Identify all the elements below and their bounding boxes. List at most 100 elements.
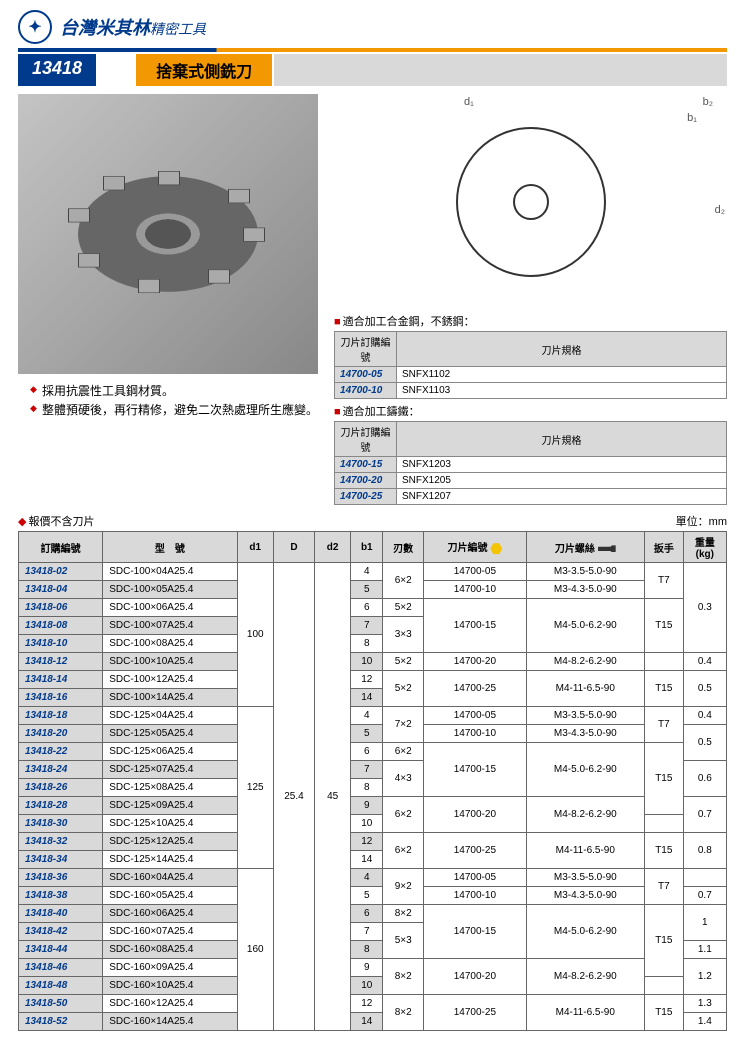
weight-cell: 0.8 xyxy=(683,833,726,869)
model: SDC-160×05A25.4 xyxy=(103,887,237,905)
insert-cell: 14700-20 xyxy=(424,653,526,671)
header: ✦ 台灣米其林精密工具 xyxy=(18,10,727,44)
weight-cell: 0.4 xyxy=(683,707,726,725)
b1-cell: 4 xyxy=(351,707,383,725)
wrench-cell: T15 xyxy=(644,599,683,653)
model: SDC-125×09A25.4 xyxy=(103,797,237,815)
screw-cell: M3-4.3-5.0-90 xyxy=(526,887,644,905)
model: SDC-100×14A25.4 xyxy=(103,689,237,707)
model: SDC-160×10A25.4 xyxy=(103,977,237,995)
insert-cell: 14700-05 xyxy=(424,869,526,887)
b1-cell: 12 xyxy=(351,671,383,689)
company-main: 台灣米其林 xyxy=(60,18,150,38)
screw-cell: M3-3.5-5.0-90 xyxy=(526,707,644,725)
b1-cell: 14 xyxy=(351,1013,383,1031)
title-bar: 13418 捨棄式側銑刀 xyxy=(18,48,727,86)
b1-cell: 6 xyxy=(351,599,383,617)
screw-cell: M3-4.3-5.0-90 xyxy=(526,725,644,743)
product-title: 捨棄式側銑刀 xyxy=(136,54,272,86)
model: SDC-125×08A25.4 xyxy=(103,779,237,797)
teeth-cell: 5×2 xyxy=(383,671,424,707)
bullet-1: 採用抗震性工具鋼材質。 xyxy=(42,384,174,398)
model: SDC-125×14A25.4 xyxy=(103,851,237,869)
teeth-cell: 7×2 xyxy=(383,707,424,743)
screw-cell: M4-8.2-6.2-90 xyxy=(526,797,644,833)
insert-code: 14700-15 xyxy=(335,457,397,473)
b1-cell: 8 xyxy=(351,941,383,959)
b1-cell: 5 xyxy=(351,887,383,905)
teeth-cell: 8×2 xyxy=(383,959,424,995)
company-sub: 精密工具 xyxy=(150,21,206,37)
insert-cell: 14700-15 xyxy=(424,905,526,959)
insert-spec: SNFX1102 xyxy=(397,367,727,383)
order-number: 13418-12 xyxy=(19,653,103,671)
model: SDC-160×14A25.4 xyxy=(103,1013,237,1031)
unit-label: 單位：mm xyxy=(676,513,727,529)
order-number: 13418-34 xyxy=(19,851,103,869)
teeth-cell: 5×3 xyxy=(383,923,424,959)
b1-cell: 12 xyxy=(351,995,383,1013)
logo-icon: ✦ xyxy=(18,10,52,44)
order-number: 13418-22 xyxy=(19,743,103,761)
teeth-cell: 6×2 xyxy=(383,797,424,833)
wrench-cell: T15 xyxy=(644,833,683,869)
insert-cell: 14700-20 xyxy=(424,797,526,833)
screw-cell: M4-8.2-6.2-90 xyxy=(526,653,644,671)
teeth-cell: 8×2 xyxy=(383,995,424,1031)
wrench-cell xyxy=(644,815,683,833)
th-code: 刀片訂購編號 xyxy=(335,422,397,457)
b1-cell: 4 xyxy=(351,563,383,581)
teeth-cell: 5×2 xyxy=(383,599,424,617)
model: SDC-100×10A25.4 xyxy=(103,653,237,671)
wrench-cell: T15 xyxy=(644,743,683,815)
order-number: 13418-14 xyxy=(19,671,103,689)
insert-spec: SNFX1205 xyxy=(397,473,727,489)
b1-cell: 14 xyxy=(351,851,383,869)
order-number: 13418-52 xyxy=(19,1013,103,1031)
b1-cell: 6 xyxy=(351,905,383,923)
model: SDC-160×07A25.4 xyxy=(103,923,237,941)
weight-cell: 0.6 xyxy=(683,761,726,797)
weight-cell: 0.5 xyxy=(683,671,726,707)
weight-cell: 1.3 xyxy=(683,995,726,1013)
insert-table-2: 刀片訂購編號刀片規格 14700-15SNFX120314700-20SNFX1… xyxy=(334,421,727,505)
weight-cell: 1.2 xyxy=(683,959,726,995)
model: SDC-100×07A25.4 xyxy=(103,617,237,635)
order-number: 13418-46 xyxy=(19,959,103,977)
insert-label-1: ■適合加工合金鋼，不銹鋼： xyxy=(334,313,727,329)
b1-cell: 12 xyxy=(351,833,383,851)
model: SDC-160×04A25.4 xyxy=(103,869,237,887)
order-number: 13418-18 xyxy=(19,707,103,725)
insert-cell: 14700-05 xyxy=(424,563,526,581)
order-number: 13418-42 xyxy=(19,923,103,941)
order-number: 13418-08 xyxy=(19,617,103,635)
b1-cell: 5 xyxy=(351,725,383,743)
screw-cell: M4-5.0-6.2-90 xyxy=(526,599,644,653)
teeth-cell: 3×3 xyxy=(383,617,424,653)
b1-cell: 10 xyxy=(351,653,383,671)
order-number: 13418-40 xyxy=(19,905,103,923)
order-number: 13418-06 xyxy=(19,599,103,617)
insert-cell: 14700-25 xyxy=(424,833,526,869)
weight-cell: 0.5 xyxy=(683,725,726,761)
b1-cell: 14 xyxy=(351,689,383,707)
teeth-cell: 6×2 xyxy=(383,833,424,869)
order-number: 13418-32 xyxy=(19,833,103,851)
order-number: 13418-20 xyxy=(19,725,103,743)
insert-cell: 14700-15 xyxy=(424,599,526,653)
teeth-cell: 6×2 xyxy=(383,743,424,761)
weight-cell: 1.1 xyxy=(683,941,726,959)
screw-cell: M4-11-6.5-90 xyxy=(526,833,644,869)
insert-code: 14700-20 xyxy=(335,473,397,489)
product-photo xyxy=(18,94,318,374)
model: SDC-100×12A25.4 xyxy=(103,671,237,689)
model: SDC-125×12A25.4 xyxy=(103,833,237,851)
order-number: 13418-10 xyxy=(19,635,103,653)
b1-cell: 10 xyxy=(351,977,383,995)
b1-cell: 10 xyxy=(351,815,383,833)
D-cell: 25.4 xyxy=(273,563,314,1031)
screw-cell: M4-5.0-6.2-90 xyxy=(526,905,644,959)
insert-cell: 14700-15 xyxy=(424,743,526,797)
weight-cell: 1 xyxy=(683,905,726,941)
screw-cell: M4-8.2-6.2-90 xyxy=(526,959,644,995)
